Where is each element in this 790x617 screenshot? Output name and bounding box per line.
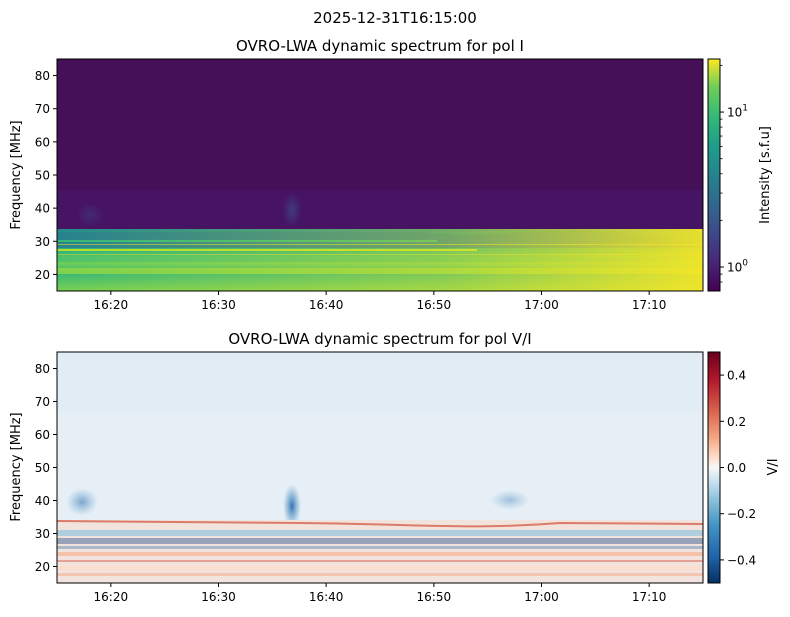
y-tick-label: 30 [35, 235, 50, 249]
chart-title: OVRO-LWA dynamic spectrum for pol V/I [228, 330, 531, 348]
y-tick-label: 60 [35, 428, 50, 442]
x-tick-label: 17:00 [524, 298, 559, 312]
chart-pol-v-i: OVRO-LWA dynamic spectrum for pol V/I 20… [35, 330, 781, 604]
axes-pol-v-i: 20 30 40 50 60 70 80 16:20 16:30 16:40 16:50 17:00 1… [35, 362, 667, 604]
colorbar-tick-label: 0.0 [727, 461, 746, 475]
colorbar-label: V/I [766, 458, 781, 475]
colorbar-tick-label: 101 [727, 104, 748, 120]
colorbar-tick-label: −0.4 [727, 553, 756, 567]
y-tick-label: 20 [35, 560, 50, 574]
figure-suptitle: 2025-12-31T16:15:00 [313, 9, 477, 27]
y-tick-label: 80 [35, 362, 50, 376]
colorbar-label: Intensity [s.f.u] [758, 126, 773, 224]
y-tick-label: 20 [35, 268, 50, 282]
y-tick-label: 70 [35, 395, 50, 409]
x-tick-label: 16:40 [309, 298, 344, 312]
x-tick-label: 16:20 [94, 298, 129, 312]
chart-title: OVRO-LWA dynamic spectrum for pol I [236, 37, 524, 55]
heatmap-pol-v-i [56, 352, 704, 583]
y-tick-label: 30 [35, 527, 50, 541]
x-tick-label: 17:10 [632, 298, 667, 312]
y-axis-label: Frequency [MHz] [9, 120, 24, 229]
y-tick-label: 40 [35, 202, 50, 216]
y-axis-label: Frequency [MHz] [9, 412, 24, 521]
y-tick-label: 50 [35, 169, 50, 183]
y-tick-label: 70 [35, 102, 50, 116]
chart-pol-i: OVRO-LWA dynamic spectrum for pol I 20 30… [35, 37, 773, 312]
colorbar-tick-label: 0.2 [727, 415, 746, 429]
colorbar-pol-i: 100 101 Intensity [s.f.u] [707, 58, 773, 292]
x-tick-label: 16:30 [201, 590, 236, 604]
axes-pol-i: 20 30 40 50 60 70 80 16:20 16:30 16:40 16:50 17:00 1… [35, 69, 667, 312]
x-tick-label: 16:50 [417, 590, 452, 604]
x-tick-label: 17:00 [524, 590, 559, 604]
colorbar-tick-label: 0.4 [727, 369, 746, 383]
x-tick-label: 16:20 [94, 590, 129, 604]
x-tick-label: 16:40 [309, 590, 344, 604]
colorbar-pol-v-i: −0.4 −0.2 0.0 0.2 0.4 V/I [707, 351, 781, 584]
colorbar-tick-label: −0.2 [727, 507, 756, 521]
y-tick-label: 60 [35, 135, 50, 149]
colorbar-tick-label: 100 [727, 258, 748, 274]
x-tick-label: 17:10 [632, 590, 667, 604]
y-tick-label: 40 [35, 494, 50, 508]
x-tick-label: 16:50 [417, 298, 452, 312]
x-tick-label: 16:30 [201, 298, 236, 312]
heatmap-pol-i [57, 59, 703, 291]
y-tick-label: 80 [35, 69, 50, 83]
y-tick-label: 50 [35, 461, 50, 475]
